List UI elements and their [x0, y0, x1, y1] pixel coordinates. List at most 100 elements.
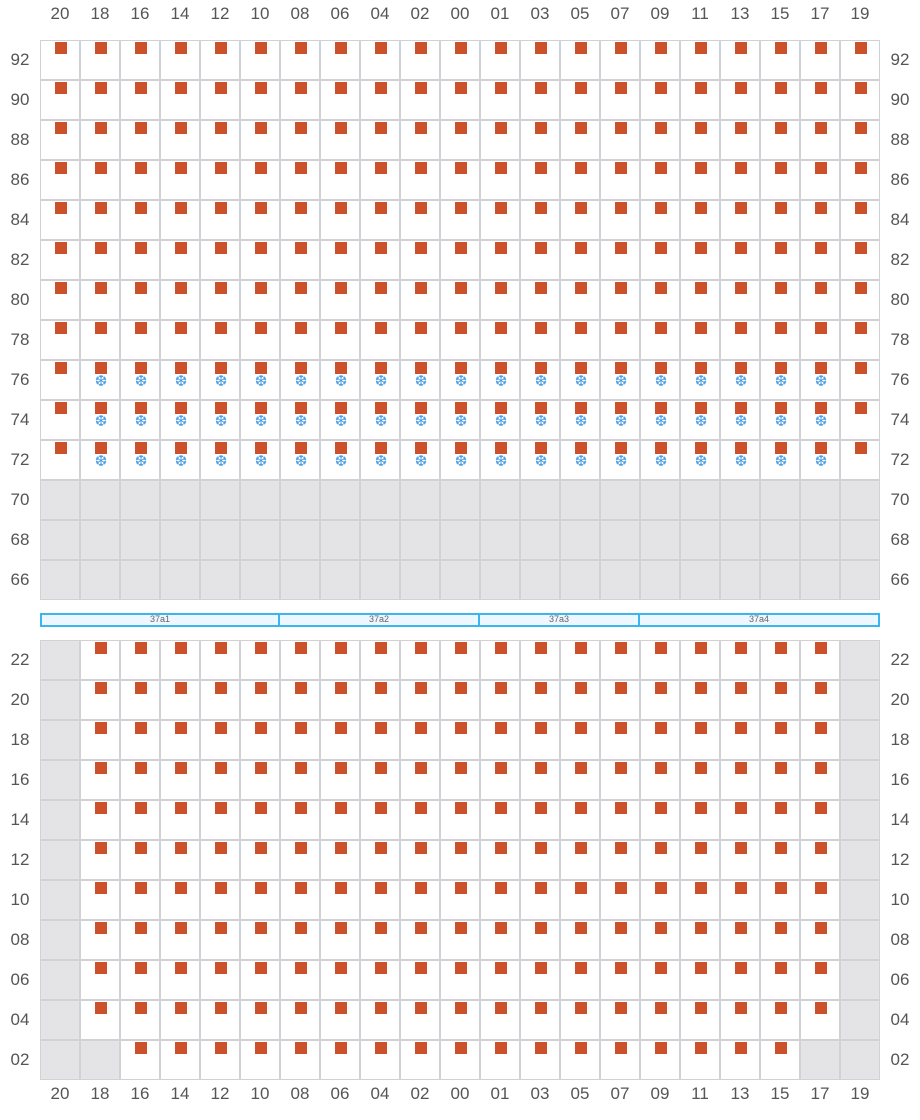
rack-slot[interactable]	[720, 1040, 760, 1080]
rack-slot[interactable]: ❆	[240, 400, 280, 440]
rack-slot[interactable]	[560, 1000, 600, 1040]
rack-slot[interactable]: ❆	[800, 360, 840, 400]
rack-slot[interactable]	[720, 1000, 760, 1040]
rack-slot[interactable]	[480, 280, 520, 320]
rack-slot[interactable]	[680, 800, 720, 840]
rack-slot[interactable]	[400, 760, 440, 800]
rack-slot[interactable]: ❆	[400, 360, 440, 400]
rack-slot[interactable]	[360, 120, 400, 160]
rack-slot[interactable]	[560, 240, 600, 280]
rack-slot[interactable]	[840, 440, 880, 480]
rack-slot[interactable]	[80, 960, 120, 1000]
rack-slot[interactable]	[560, 40, 600, 80]
rack-slot[interactable]: ❆	[520, 360, 560, 400]
rack-slot[interactable]: ❆	[80, 360, 120, 400]
rack-slot[interactable]	[480, 240, 520, 280]
rack-slot[interactable]	[200, 160, 240, 200]
rack-slot[interactable]	[440, 680, 480, 720]
rack-slot[interactable]	[720, 800, 760, 840]
rack-slot[interactable]	[240, 280, 280, 320]
rack-slot[interactable]	[400, 720, 440, 760]
rack-slot[interactable]	[120, 280, 160, 320]
rack-slot[interactable]	[160, 800, 200, 840]
rack-slot[interactable]	[680, 80, 720, 120]
rack-slot[interactable]	[800, 680, 840, 720]
rack-slot[interactable]	[680, 280, 720, 320]
rack-slot[interactable]	[680, 240, 720, 280]
rack-slot[interactable]	[280, 960, 320, 1000]
rack-slot[interactable]	[640, 920, 680, 960]
rack-slot[interactable]: ❆	[440, 440, 480, 480]
rack-slot[interactable]	[280, 880, 320, 920]
rack-slot[interactable]	[520, 320, 560, 360]
rack-slot[interactable]: ❆	[400, 400, 440, 440]
rack-slot[interactable]	[480, 200, 520, 240]
rack-slot[interactable]	[520, 800, 560, 840]
rack-slot[interactable]	[280, 1040, 320, 1080]
rack-slot[interactable]: ❆	[360, 360, 400, 400]
zone-37a3[interactable]: 37a3	[478, 613, 640, 627]
rack-slot[interactable]	[320, 200, 360, 240]
rack-slot[interactable]	[800, 160, 840, 200]
rack-slot[interactable]	[280, 320, 320, 360]
rack-slot[interactable]: ❆	[600, 360, 640, 400]
rack-slot[interactable]	[840, 320, 880, 360]
rack-slot[interactable]	[800, 80, 840, 120]
rack-slot[interactable]	[800, 840, 840, 880]
rack-slot[interactable]: ❆	[280, 360, 320, 400]
rack-slot[interactable]: ❆	[280, 400, 320, 440]
rack-slot[interactable]	[160, 160, 200, 200]
rack-slot[interactable]: ❆	[320, 360, 360, 400]
rack-slot[interactable]	[520, 1040, 560, 1080]
rack-slot[interactable]	[640, 840, 680, 880]
rack-slot[interactable]	[440, 1040, 480, 1080]
rack-slot[interactable]	[560, 960, 600, 1000]
rack-slot[interactable]: ❆	[600, 400, 640, 440]
rack-slot[interactable]	[240, 40, 280, 80]
rack-slot[interactable]	[120, 760, 160, 800]
rack-slot[interactable]	[160, 120, 200, 160]
rack-slot[interactable]	[560, 320, 600, 360]
rack-slot[interactable]	[760, 120, 800, 160]
rack-slot[interactable]	[720, 920, 760, 960]
rack-slot[interactable]	[440, 760, 480, 800]
rack-slot[interactable]	[200, 720, 240, 760]
rack-slot[interactable]	[680, 840, 720, 880]
rack-slot[interactable]: ❆	[640, 360, 680, 400]
rack-slot[interactable]	[680, 1040, 720, 1080]
rack-slot[interactable]	[360, 240, 400, 280]
rack-slot[interactable]	[520, 760, 560, 800]
rack-slot[interactable]	[80, 800, 120, 840]
rack-slot[interactable]	[600, 1040, 640, 1080]
rack-slot[interactable]	[760, 760, 800, 800]
rack-slot[interactable]	[400, 680, 440, 720]
rack-slot[interactable]	[600, 280, 640, 320]
rack-slot[interactable]	[600, 840, 640, 880]
rack-slot[interactable]	[600, 640, 640, 680]
rack-slot[interactable]	[280, 160, 320, 200]
rack-slot[interactable]	[120, 200, 160, 240]
rack-slot[interactable]	[480, 680, 520, 720]
rack-slot[interactable]	[120, 40, 160, 80]
rack-slot[interactable]	[480, 40, 520, 80]
rack-slot[interactable]: ❆	[680, 360, 720, 400]
rack-slot[interactable]	[800, 240, 840, 280]
rack-slot[interactable]	[280, 1000, 320, 1040]
rack-slot[interactable]	[800, 720, 840, 760]
rack-slot[interactable]: ❆	[480, 440, 520, 480]
rack-slot[interactable]	[640, 200, 680, 240]
rack-slot[interactable]	[240, 880, 280, 920]
rack-slot[interactable]	[560, 840, 600, 880]
rack-slot[interactable]	[840, 280, 880, 320]
rack-slot[interactable]	[320, 160, 360, 200]
rack-slot[interactable]	[80, 240, 120, 280]
rack-slot[interactable]	[400, 120, 440, 160]
rack-slot[interactable]	[360, 680, 400, 720]
rack-slot[interactable]: ❆	[640, 440, 680, 480]
rack-slot[interactable]	[520, 200, 560, 240]
rack-slot[interactable]	[320, 640, 360, 680]
rack-slot[interactable]	[840, 160, 880, 200]
rack-slot[interactable]	[440, 960, 480, 1000]
rack-slot[interactable]	[240, 1000, 280, 1040]
rack-slot[interactable]	[400, 1040, 440, 1080]
